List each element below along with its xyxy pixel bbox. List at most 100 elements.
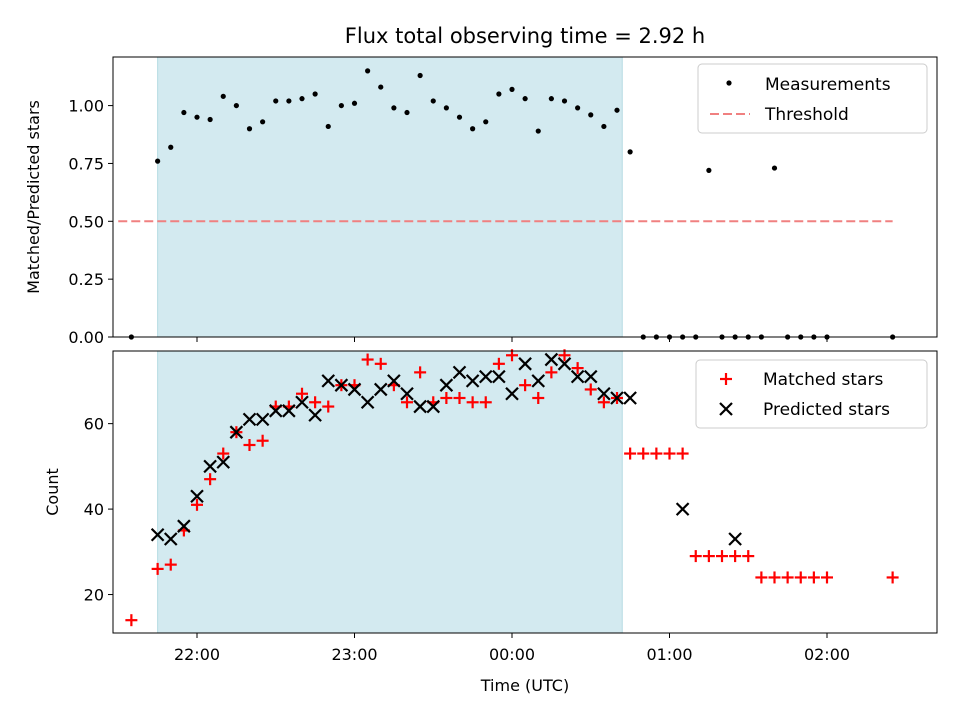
legend-measurements-marker	[726, 80, 732, 86]
predicted-star-point	[518, 357, 532, 371]
bottom-legend-box	[695, 359, 928, 429]
predicted-star-point	[255, 412, 270, 427]
measurement-point	[509, 86, 515, 92]
matched-star-point	[689, 550, 702, 563]
legend-threshold-label: Threshold	[764, 105, 849, 125]
measurement-point	[207, 116, 213, 123]
measurement-point	[155, 158, 161, 164]
predicted-star-point	[439, 378, 454, 392]
measurement-point	[246, 126, 253, 132]
predicted-star-point	[242, 412, 257, 427]
measurement-point	[351, 100, 358, 106]
measurement-point	[496, 91, 502, 97]
measurement-point	[430, 98, 436, 104]
legend-matched-label: Matched stars	[763, 370, 883, 390]
bottom-xtick-label: 22:00	[174, 645, 220, 664]
measurement-point	[391, 105, 397, 111]
matched-star-point	[164, 558, 177, 571]
predicted-star-point	[610, 391, 624, 405]
predicted-star-point	[452, 365, 467, 380]
measurement-point	[260, 119, 266, 125]
matched-star-point	[492, 357, 505, 370]
chart-title: Flux total observing time = 2.92 h	[345, 24, 705, 48]
top-ytick-label: 1.00	[68, 97, 104, 116]
matched-star-point	[729, 550, 742, 563]
measurement-point	[443, 105, 449, 111]
top-ytick-label: 0.50	[68, 212, 104, 231]
top-ytick-label: 0.00	[68, 328, 104, 347]
predicted-star-point	[334, 378, 349, 392]
predicted-star-point	[426, 399, 441, 414]
measurement-point	[378, 84, 384, 90]
measurement-point	[548, 96, 554, 102]
top-ytick-label: 0.25	[68, 270, 104, 289]
predicted-star-point	[150, 527, 165, 542]
predicted-star-point	[557, 357, 572, 371]
measurement-point	[561, 98, 568, 104]
matched-star-point	[781, 571, 794, 584]
matched-star-point	[191, 498, 203, 511]
predicted-star-point	[229, 425, 244, 439]
matched-star-point	[309, 396, 322, 409]
measurement-point	[417, 72, 423, 79]
predicted-star-point	[321, 374, 336, 388]
predicted-star-point	[597, 386, 611, 401]
measurement-point	[194, 114, 200, 120]
matched-star-point	[296, 387, 308, 400]
measurement-point	[522, 96, 528, 102]
measurement-point	[338, 102, 344, 109]
top-panel: 0.00 0.25 0.50 0.75 1.00 Matched/Predicted s…	[24, 56, 938, 347]
measurement-point	[614, 107, 620, 113]
bottom-ytick-label: 60	[84, 415, 104, 434]
matched-star-point	[151, 562, 164, 575]
matched-star-point	[217, 447, 230, 460]
predicted-star-point	[163, 532, 178, 546]
predicted-star-point	[373, 382, 388, 397]
bottom-legend: Matched stars Predicted stars	[695, 359, 928, 429]
measurement-point	[312, 91, 318, 97]
measurement-point	[706, 167, 712, 173]
matched-star-point	[519, 379, 532, 392]
matched-star-point	[401, 396, 413, 409]
predicted-star-point	[190, 489, 204, 504]
bottom-xtick-label: 00:00	[489, 645, 535, 664]
bottom-xtick-label: 23:00	[331, 645, 377, 664]
bottom-x-ticks: 22:00 23:00 00:00 01:00 02:00	[174, 633, 850, 664]
measurement-point	[627, 149, 633, 155]
top-y-axis-label: Matched/Predicted stars	[24, 100, 43, 294]
top-y-ticks: 0.00 0.25 0.50 0.75 1.00	[68, 97, 113, 347]
matched-star-point	[663, 447, 676, 460]
matched-star-point	[597, 396, 610, 409]
matched-star-point	[545, 366, 558, 379]
measurement-point	[535, 128, 541, 134]
measurement-point	[404, 109, 410, 116]
predicted-star-point	[478, 369, 493, 384]
top-axes-frame	[112, 56, 938, 338]
matched-star-point	[453, 392, 466, 404]
bottom-panel: 20 40 60 22:00 23:00 00:00 01:00 02:00 Count T…	[43, 349, 938, 695]
x-axis-label: Time (UTC)	[480, 676, 569, 695]
bottom-ytick-label: 20	[84, 586, 104, 605]
matched-star-point	[466, 396, 479, 409]
predicted-star-point	[268, 404, 283, 418]
measurement-point	[771, 165, 778, 171]
predicted-star-point	[282, 404, 296, 418]
top-legend-box	[697, 63, 928, 134]
matched-star-point	[637, 447, 650, 460]
measurement-point	[588, 112, 594, 118]
matched-star-point	[243, 439, 256, 451]
matched-star-point	[807, 571, 820, 584]
matched-star-point	[125, 614, 138, 627]
measurement-point	[181, 109, 187, 116]
measurement-point	[456, 114, 463, 120]
legend-measurements-label: Measurements	[765, 75, 891, 95]
predicted-star-point	[216, 455, 231, 469]
matched-star-point	[204, 473, 217, 486]
matched-star-point	[361, 353, 374, 366]
matched-star-point	[374, 357, 387, 370]
matched-star-point	[702, 550, 715, 563]
predicted-star-point	[570, 369, 585, 384]
predicted-star-point	[203, 459, 217, 474]
bottom-data-points	[125, 349, 899, 627]
